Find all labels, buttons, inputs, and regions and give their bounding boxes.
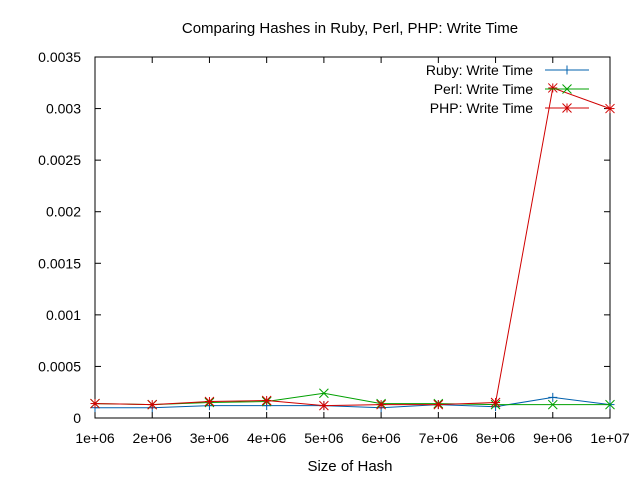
series-line <box>95 396 611 409</box>
y-tick-label: 0.0025 <box>38 152 81 168</box>
data-point <box>319 388 329 399</box>
legend: Ruby: Write Time Perl: Write Time PHP: Wri… <box>426 62 589 116</box>
y-tick-label: 0.0035 <box>38 49 81 65</box>
legend-label: PHP: Write Time <box>430 100 533 116</box>
data-point <box>261 395 272 406</box>
data-point <box>204 396 215 407</box>
x-tick-label: 1e+06 <box>75 430 115 446</box>
data-point <box>376 399 386 410</box>
x-tick-label: 1e+07 <box>590 430 630 446</box>
data-point <box>547 83 558 93</box>
x-tick-label: 2e+06 <box>133 430 173 446</box>
data-point <box>490 397 501 408</box>
data-point <box>605 103 615 114</box>
x-axis-ticks: 1e+06 2e+06 3e+06 4e+06 5e+06 6e+06 7e+06 8e+06… <box>75 57 630 446</box>
y-tick-label: 0.0005 <box>38 358 81 374</box>
x-tick-label: 9e+06 <box>533 430 573 446</box>
legend-label: Ruby: Write Time <box>426 62 533 78</box>
legend-swatch-marker <box>562 103 572 113</box>
legend-swatch-marker <box>562 65 572 75</box>
x-tick-label: 6e+06 <box>361 430 401 446</box>
plot-frame <box>94 56 611 419</box>
x-tick-label: 4e+06 <box>247 430 287 446</box>
legend-item: Perl: Write Time <box>434 81 589 97</box>
x-tick-label: 7e+06 <box>419 430 459 446</box>
y-tick-label: 0.002 <box>46 204 81 220</box>
y-axis-ticks: 0 0.0005 0.001 0.0015 0.002 0.0025 0.003 0.0035 <box>38 49 610 426</box>
x-tick-label: 5e+06 <box>304 430 344 446</box>
data-point <box>433 399 444 410</box>
data-point <box>605 399 615 410</box>
data-point <box>147 399 158 410</box>
y-tick-label: 0.001 <box>46 307 81 323</box>
legend-item: Ruby: Write Time <box>426 62 589 78</box>
data-point <box>547 399 558 410</box>
chart-title: Comparing Hashes in Ruby, Perl, PHP: Wri… <box>182 20 518 37</box>
legend-item: PHP: Write Time <box>430 100 589 116</box>
series-1 <box>90 392 615 413</box>
x-axis-label: Size of Hash <box>307 458 392 475</box>
y-tick-label: 0 <box>73 410 81 426</box>
axes <box>94 56 611 419</box>
series-layer <box>90 83 615 413</box>
legend-swatch-marker <box>562 84 572 94</box>
series-line <box>94 87 611 407</box>
series-line <box>94 392 610 406</box>
legend-label: Perl: Write Time <box>434 81 534 97</box>
x-tick-label: 8e+06 <box>476 430 516 446</box>
y-tick-label: 0.003 <box>46 101 81 117</box>
data-point <box>548 392 558 402</box>
series-2 <box>90 388 615 410</box>
x-tick-label: 3e+06 <box>190 430 230 446</box>
data-point <box>90 398 100 409</box>
series-3 <box>90 83 615 411</box>
data-point <box>319 400 329 411</box>
y-tick-label: 0.0015 <box>38 255 81 271</box>
